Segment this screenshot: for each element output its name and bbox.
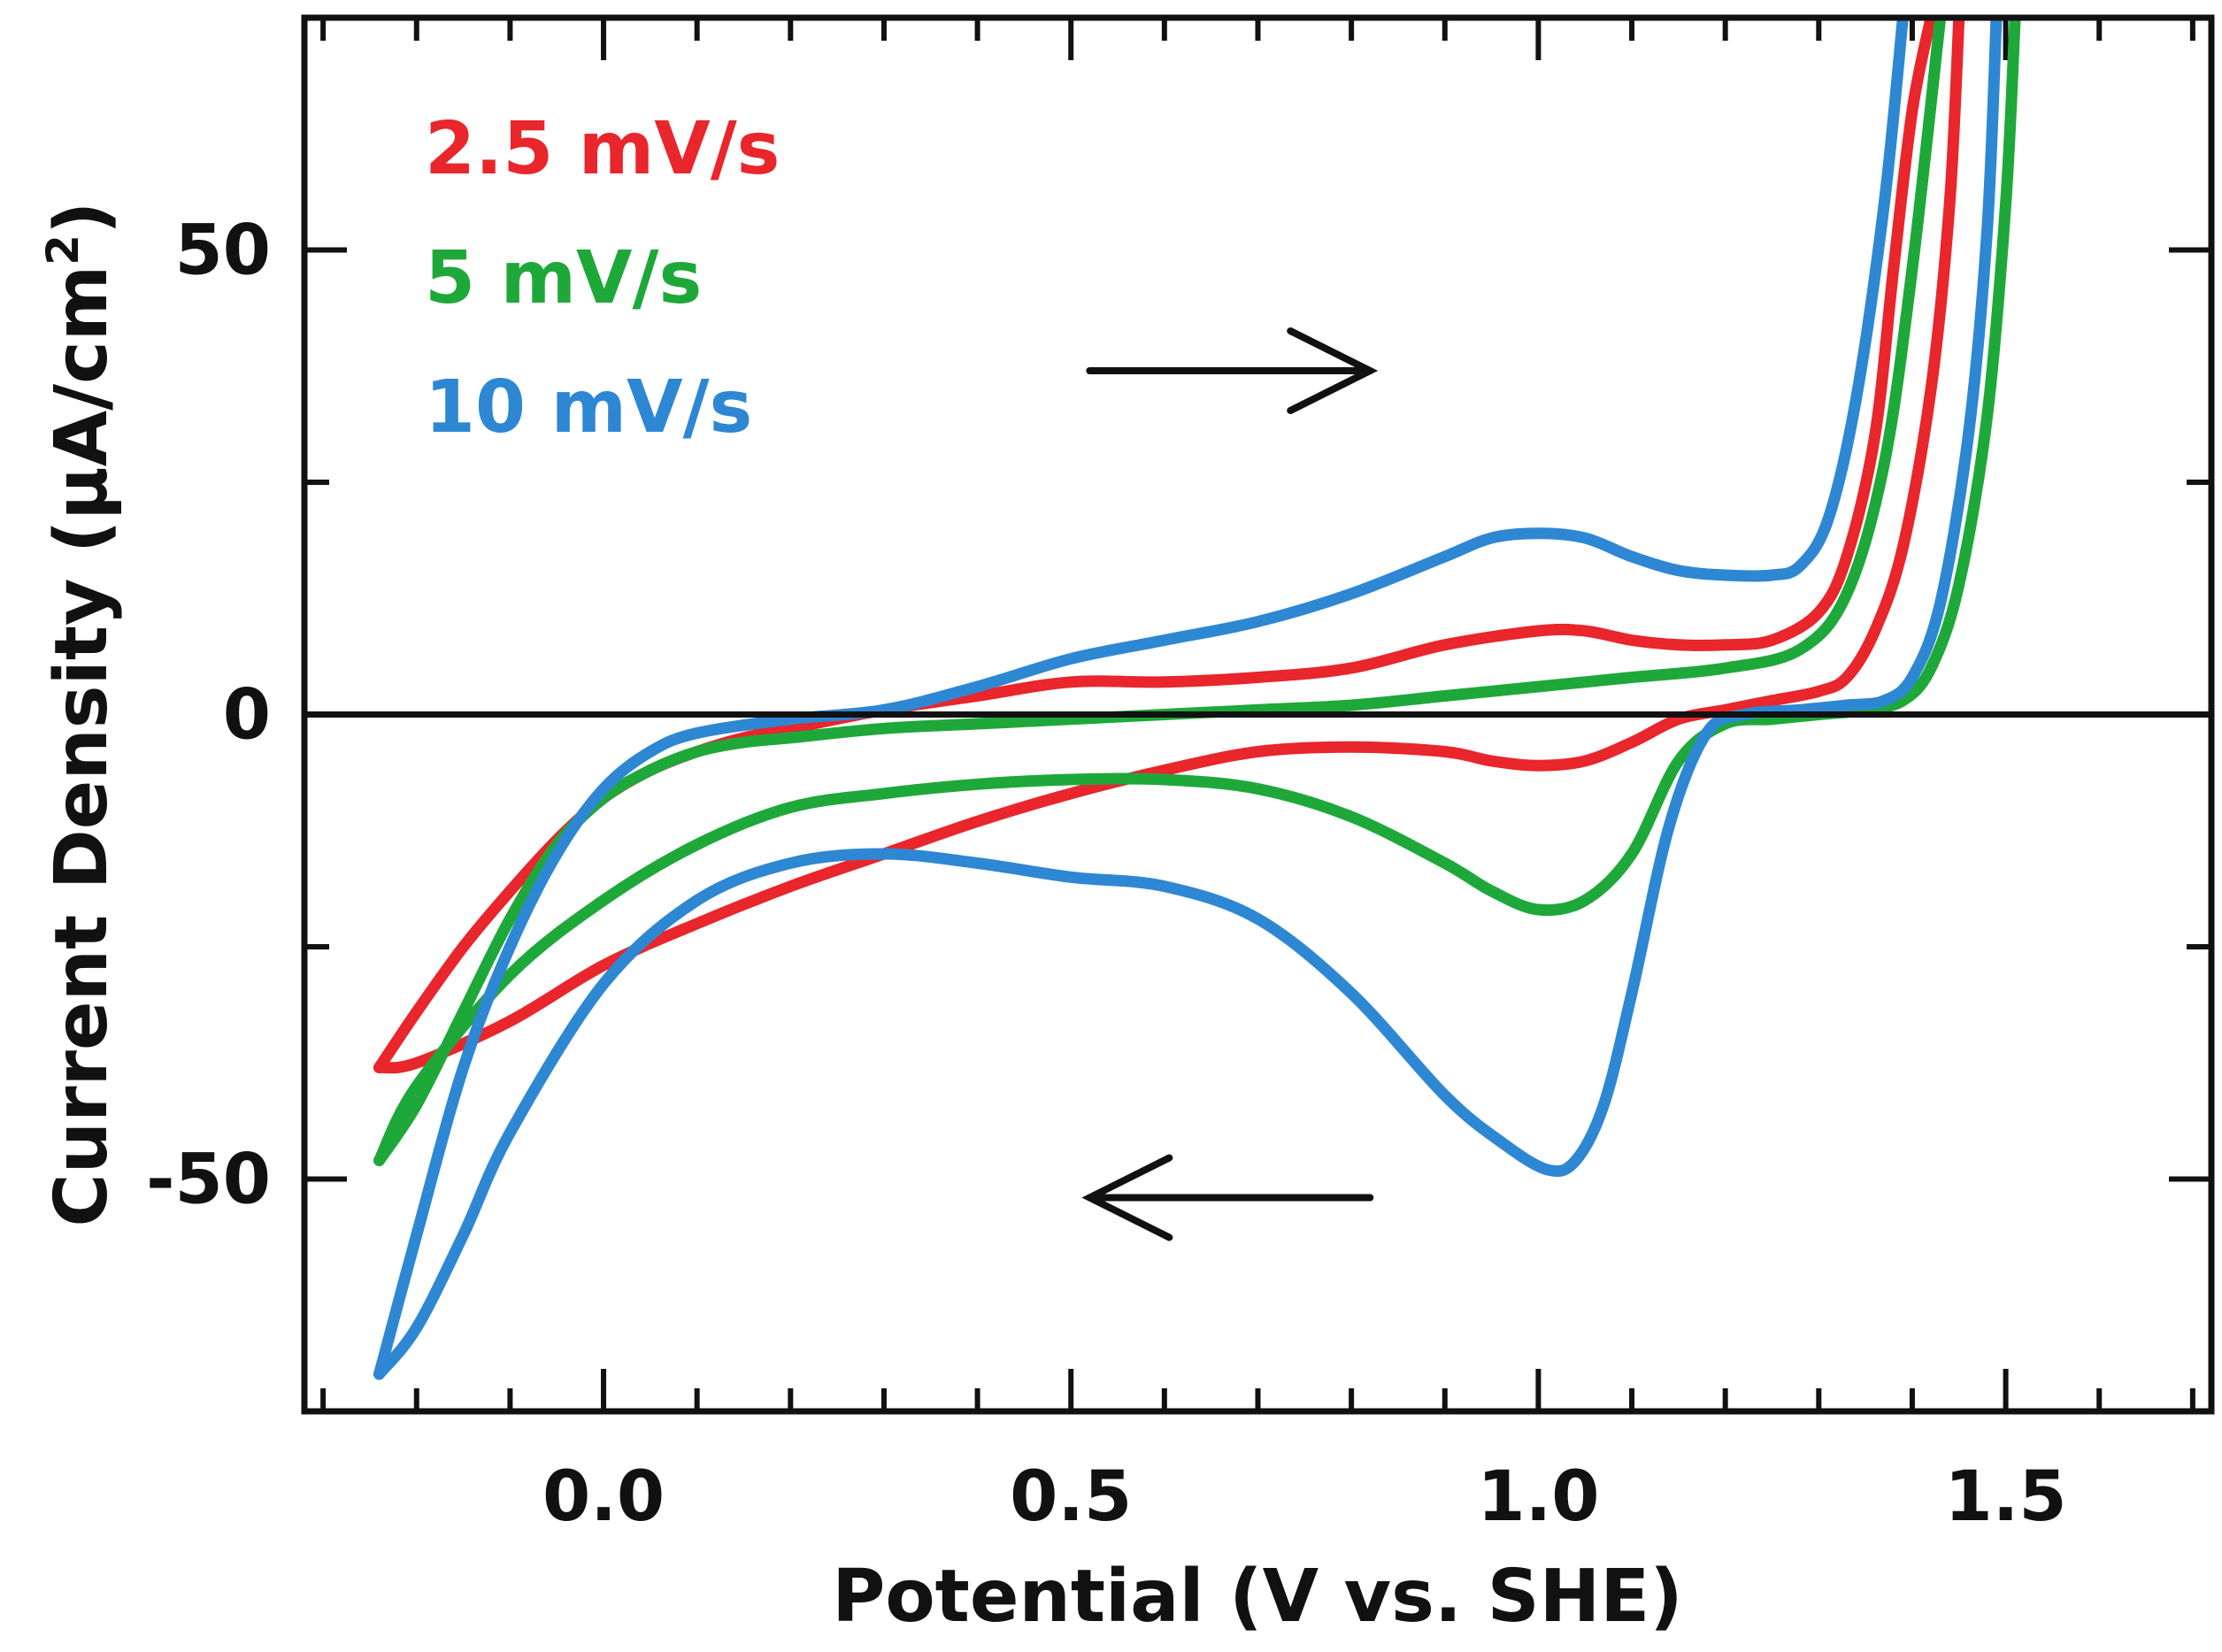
forward-scan-arrow-head xyxy=(1287,327,1379,414)
series-5-mv-s-cathodic-sweep xyxy=(373,18,2021,1166)
x-tick-label: 1.5 xyxy=(1945,1457,2067,1537)
series-10-mv-s-cathodic-sweep xyxy=(373,18,2003,1380)
y-axis-title-close: ) xyxy=(40,202,124,234)
legend-entry-10-mv-s: 10 mV/s xyxy=(425,365,752,449)
legend: 2.5 mV/s 5 mV/s 10 mV/s xyxy=(425,107,780,449)
x-tick-label: 1.0 xyxy=(1477,1457,1599,1537)
scan-direction-arrows xyxy=(1081,327,1379,1241)
series-10-mv-s-anodic-sweep xyxy=(373,18,1909,1380)
y-tick-label: 50 xyxy=(174,211,271,291)
reverse-scan-arrow-head xyxy=(1081,1154,1173,1241)
y-axis-title-superscript: 2 xyxy=(37,234,88,265)
legend-entry-2-5-mv-s: 2.5 mV/s xyxy=(425,107,780,191)
series-2-5-mv-s-cathodic-sweep xyxy=(373,18,1965,1074)
y-tick-label: 0 xyxy=(223,676,271,756)
tick-labels: 0.0 0.5 1.0 1.5 -50 0 50 xyxy=(146,211,2067,1538)
y-axis-title: Current Density (μA/cm2) xyxy=(37,202,124,1227)
plot-frame xyxy=(301,14,2215,1415)
forward-scan-arrow xyxy=(1086,327,1379,414)
y-tick-label: -50 xyxy=(146,1141,271,1220)
x-tick-label: 0.0 xyxy=(542,1457,665,1537)
x-tick-label: 0.5 xyxy=(1010,1457,1132,1537)
reverse-scan-arrow xyxy=(1081,1154,1374,1241)
y-axis-title-main: Current Density (μA/cm xyxy=(40,265,124,1227)
legend-entry-5-mv-s: 5 mV/s xyxy=(425,236,702,320)
x-axis-title: Potential (V vs. SHE) xyxy=(832,1555,1683,1639)
voltammetry-curves xyxy=(373,18,2021,1380)
